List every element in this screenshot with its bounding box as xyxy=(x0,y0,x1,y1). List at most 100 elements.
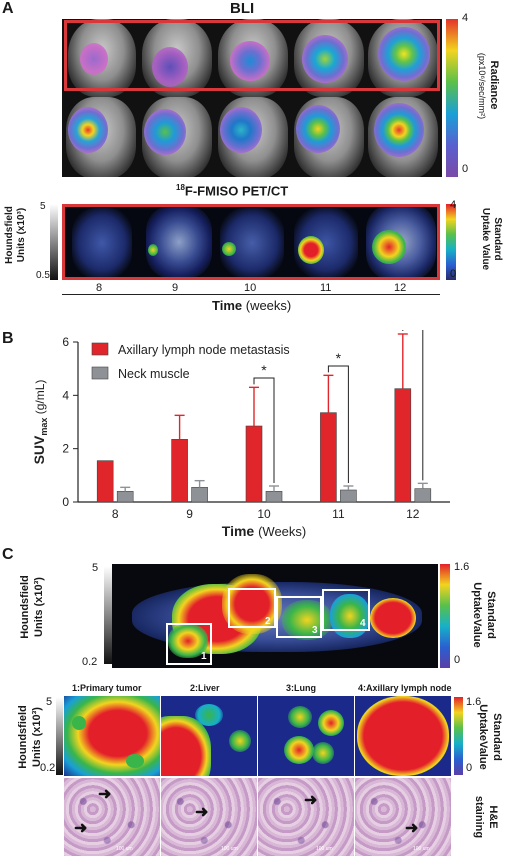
hu-max-c2: 5 xyxy=(46,696,53,708)
bar xyxy=(340,489,357,503)
pet-strip-highlight xyxy=(62,204,440,280)
zoom-primary-tumor xyxy=(64,696,160,776)
scale-bar-label: 100 um xyxy=(221,846,238,852)
suv-min-c: 0 xyxy=(454,654,461,666)
bli-image-grid xyxy=(62,19,442,177)
he-label2: staining xyxy=(473,795,485,839)
he-liver: ➜ 100 um xyxy=(161,778,257,856)
y-tick-label: 6 xyxy=(62,335,69,349)
region-box-3 xyxy=(276,596,322,638)
legend-label: Axillary lymph node metastasis xyxy=(118,343,290,357)
zoom-lung xyxy=(258,696,354,776)
x-tick-label: 9 xyxy=(186,507,193,521)
he-lung: ➜ 100 um xyxy=(258,778,354,856)
week-label: 8 xyxy=(96,282,103,294)
y-tick-label: 4 xyxy=(62,388,69,402)
suv-max-c: 1.6 xyxy=(454,561,470,573)
hu-colorbar-c xyxy=(104,566,112,664)
y-axis-label: SUVmax (g/mL) xyxy=(31,380,49,465)
legend-swatch xyxy=(91,366,109,380)
time-axis-title-a: Time (weeks) xyxy=(212,298,291,313)
he-lymph-node: ➜ 100 um xyxy=(355,778,451,856)
x-tick-label: 12 xyxy=(406,507,420,521)
bar xyxy=(191,487,208,503)
x-tick-label: 8 xyxy=(112,507,119,521)
panel-b-letter: B xyxy=(2,330,14,347)
significance-bracket xyxy=(327,365,349,483)
bar xyxy=(414,488,432,503)
legend-label: Neck muscle xyxy=(118,367,190,381)
week-label: 12 xyxy=(394,282,407,294)
panel-a-letter: A xyxy=(2,0,14,17)
zoom-lymph-node xyxy=(355,696,451,776)
region-title-lymph: 4:Axillary lymph node xyxy=(358,683,452,693)
x-axis-label: Time (Weeks) xyxy=(222,523,306,539)
significance-bracket xyxy=(402,330,424,481)
bli-title: BLI xyxy=(230,0,255,17)
bar xyxy=(171,439,188,503)
suv-label2-c2: UptakeValue xyxy=(477,704,489,770)
region-title-liver: 2:Liver xyxy=(190,683,220,693)
region-number-1: 1 xyxy=(201,651,207,662)
region-box-2 xyxy=(228,588,276,628)
suv-label2-c: UptakeValue xyxy=(471,582,483,648)
suv-label2-a: Uptake Value xyxy=(480,207,491,271)
hu-label-c: Houndsfield xyxy=(19,575,31,639)
pet-title-isotope: 18 xyxy=(176,183,185,192)
bar xyxy=(245,425,263,503)
bar xyxy=(116,491,134,503)
region-box-4 xyxy=(322,589,370,631)
region-box-1 xyxy=(166,623,212,665)
legend-swatch xyxy=(91,342,109,356)
hu-colorbar-a xyxy=(50,204,58,280)
radiance-colorbar xyxy=(446,19,458,177)
week-label: 10 xyxy=(244,282,257,294)
bar xyxy=(320,412,337,503)
region-number-4: 4 xyxy=(360,618,366,629)
significance-star: * xyxy=(336,350,342,366)
y-tick-label: 0 xyxy=(62,495,69,509)
bar xyxy=(265,491,283,503)
pet-image-strip xyxy=(62,204,440,280)
region-title-primary: 1:Primary tumor xyxy=(72,683,142,693)
time-units-a: (weeks) xyxy=(245,298,292,313)
arrow-icon: ➜ xyxy=(405,820,419,837)
hu-units-a: Units (x10³) xyxy=(16,207,27,263)
x-tick-label: 10 xyxy=(257,507,271,521)
hu-max-a: 5 xyxy=(40,201,46,212)
suv-colorbar-c xyxy=(440,564,450,668)
hu-label-c2: Houndsfield xyxy=(17,705,29,769)
region-number-3: 3 xyxy=(312,625,318,636)
region-number-2: 2 xyxy=(265,616,271,627)
whole-body-petct xyxy=(112,564,438,668)
hu-min-c2: 0.2 xyxy=(40,762,56,774)
week-label: 11 xyxy=(320,282,332,294)
arrow-icon: ➜ xyxy=(304,792,318,809)
radiance-min: 0 xyxy=(462,163,469,175)
suv-min-a: 0 xyxy=(450,268,457,280)
scale-bar-label: 100 um xyxy=(116,846,133,852)
he-label: H&E xyxy=(487,805,499,829)
suv-label-c: Standard xyxy=(485,591,497,639)
region-title-lung: 3:Lung xyxy=(286,683,316,693)
panel-c-letter: C xyxy=(2,546,14,563)
hu-max-c: 5 xyxy=(92,562,99,574)
suv-label-c2: Standard xyxy=(491,713,503,761)
arrow-icon: ➜ xyxy=(195,804,209,821)
bar xyxy=(96,460,114,503)
pet-title-text: F-FMISO PET/CT xyxy=(184,183,289,199)
radiance-max: 4 xyxy=(462,12,469,24)
y-tick-label: 2 xyxy=(62,442,69,456)
pet-title: 18F-FMISO PET/CT xyxy=(176,183,288,198)
week-axis-line xyxy=(62,294,440,295)
week-label: 9 xyxy=(172,282,179,294)
hu-min-a: 0.5 xyxy=(36,270,50,281)
arrow-icon: ➜ xyxy=(74,820,88,837)
scale-bar-label: 100 um xyxy=(413,846,430,852)
suv-max-c2: 1.6 xyxy=(466,696,482,708)
suv-max-a: 4 xyxy=(450,199,457,211)
scale-bar-label: 100 um xyxy=(316,846,333,852)
hu-colorbar-c2 xyxy=(56,697,63,775)
significance-star: * xyxy=(261,362,267,378)
radiance-label: Radiance xyxy=(488,60,500,110)
